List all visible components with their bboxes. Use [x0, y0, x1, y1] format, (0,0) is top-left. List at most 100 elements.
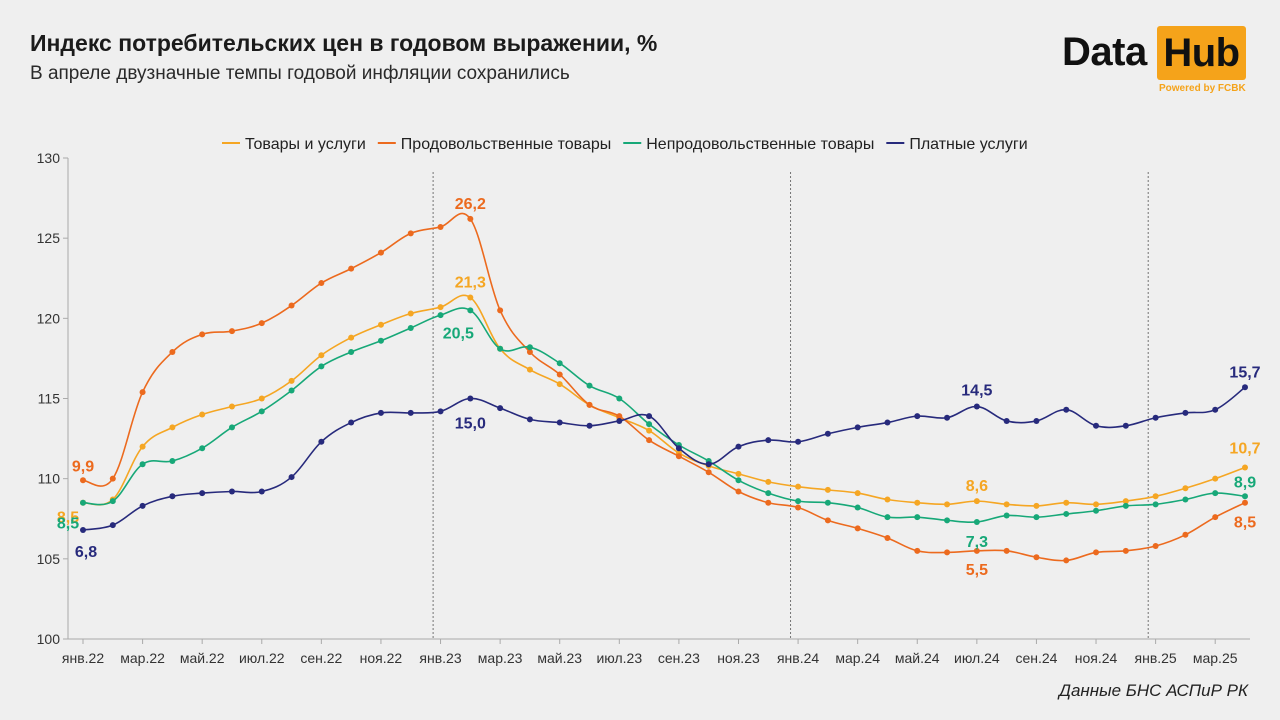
- legend-label: Продовольственные товары: [401, 136, 611, 153]
- data-point: [437, 304, 444, 311]
- data-point: [1212, 406, 1219, 413]
- data-point: [109, 522, 116, 529]
- data-point: [288, 302, 295, 309]
- x-tick-label: ноя.23: [717, 650, 760, 666]
- x-tick-label: ноя.22: [360, 650, 403, 666]
- x-tick-label: сен.24: [1015, 650, 1057, 666]
- data-point: [228, 424, 235, 431]
- series-line: [82, 307, 1246, 523]
- x-tick-label: янв.24: [777, 650, 819, 666]
- data-point: [616, 413, 623, 420]
- data-point: [318, 438, 325, 445]
- data-point: [616, 395, 623, 402]
- data-point: [526, 416, 533, 423]
- data-point: [169, 458, 176, 465]
- data-point: [1033, 502, 1040, 509]
- x-tick-label: июл.24: [954, 650, 1000, 666]
- data-point: [1242, 493, 1248, 500]
- x-tick-label: май.22: [180, 650, 225, 666]
- data-point: [914, 547, 921, 554]
- series-0: [80, 294, 1248, 509]
- data-point: [1003, 512, 1010, 519]
- data-point: [824, 486, 831, 493]
- data-point: [646, 413, 653, 420]
- data-point: [348, 334, 355, 341]
- data-point: [824, 430, 831, 437]
- y-tick-label: 110: [38, 471, 61, 487]
- data-point: [497, 405, 504, 412]
- data-point: [467, 395, 474, 402]
- data-point: [586, 422, 593, 429]
- data-point: [1033, 554, 1040, 561]
- data-point: [556, 360, 563, 367]
- data-point: [914, 413, 921, 420]
- data-point: [795, 438, 802, 445]
- data-point: [646, 437, 653, 444]
- data-point: [914, 499, 921, 506]
- data-point: [944, 549, 951, 556]
- data-point: [1093, 501, 1100, 508]
- data-point: [944, 517, 951, 524]
- data-label: 15,0: [455, 416, 486, 433]
- data-point: [1063, 510, 1070, 517]
- data-label: 7,3: [966, 534, 988, 551]
- data-point: [795, 498, 802, 505]
- data-point: [199, 445, 206, 452]
- data-point: [497, 307, 504, 314]
- data-point: [467, 294, 474, 301]
- y-tick-label: 105: [37, 551, 61, 567]
- data-point: [675, 453, 682, 460]
- data-point: [80, 526, 86, 533]
- legend-item-1: Продовольственные товары: [377, 136, 611, 153]
- x-tick-label: мар.23: [478, 650, 523, 666]
- data-point: [1063, 557, 1070, 564]
- x-tick-label: сен.23: [658, 650, 700, 666]
- data-point: [109, 475, 116, 482]
- data-point: [348, 349, 355, 356]
- data-point: [616, 417, 623, 424]
- data-point: [944, 414, 951, 421]
- data-point: [705, 461, 712, 468]
- y-tick-label: 115: [38, 391, 61, 407]
- data-point: [437, 223, 444, 230]
- x-tick-label: июл.22: [239, 650, 285, 666]
- data-point: [1212, 514, 1219, 521]
- data-point: [228, 488, 235, 495]
- legend-item-0: Товары и услуги: [222, 136, 366, 153]
- data-point: [258, 488, 265, 495]
- data-point: [973, 518, 980, 525]
- data-point: [199, 411, 206, 418]
- data-point: [1242, 464, 1248, 471]
- data-point: [735, 488, 742, 495]
- data-point: [1003, 547, 1010, 554]
- data-point: [497, 345, 504, 352]
- data-point: [467, 307, 474, 314]
- y-tick-label: 100: [37, 631, 61, 647]
- x-tick-label: сен.22: [300, 650, 342, 666]
- x-tick-label: янв.22: [62, 650, 104, 666]
- data-point: [258, 408, 265, 415]
- y-tick-label: 125: [37, 230, 61, 246]
- data-point: [526, 366, 533, 373]
- data-point: [1152, 543, 1159, 550]
- data-point: [1182, 485, 1189, 492]
- data-point: [1122, 502, 1129, 509]
- data-point: [795, 504, 802, 511]
- data-point: [1122, 547, 1129, 554]
- legend-label: Непродовольственные товары: [646, 136, 874, 153]
- data-point: [199, 490, 206, 497]
- data-point: [646, 427, 653, 434]
- data-point: [377, 337, 384, 344]
- data-point: [1033, 417, 1040, 424]
- data-point: [1093, 422, 1100, 429]
- logo-text-hub: Hub: [1157, 26, 1246, 80]
- data-point: [765, 478, 772, 485]
- legend-label: Товары и услуги: [245, 136, 366, 153]
- data-point: [884, 514, 891, 521]
- data-point: [318, 363, 325, 370]
- data-point: [586, 382, 593, 389]
- data-point: [795, 483, 802, 490]
- data-point: [437, 408, 444, 415]
- data-point: [884, 419, 891, 426]
